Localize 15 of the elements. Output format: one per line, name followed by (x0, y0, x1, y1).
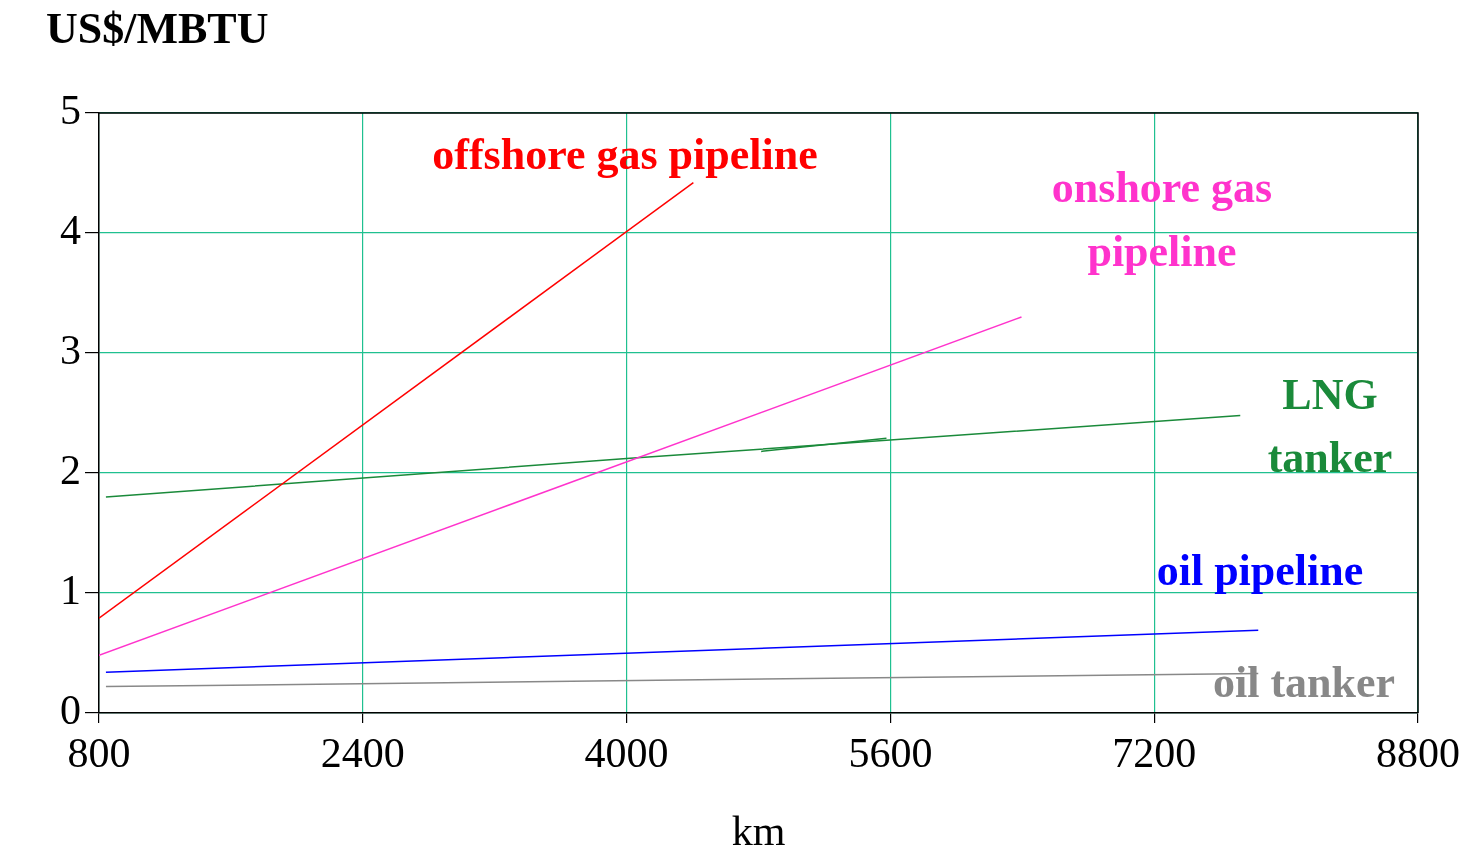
x-axis-title: km (731, 807, 786, 854)
x-tick-label: 5600 (848, 730, 933, 777)
series-label: oil tanker (1212, 658, 1396, 708)
y-tick-label: 3 (60, 327, 81, 374)
y-tick-label: 5 (60, 87, 81, 134)
x-tick-label: 2400 (320, 730, 405, 777)
series-label: oil pipeline (1156, 546, 1364, 596)
y-tick-label: 1 (60, 567, 81, 614)
series-label: LNG tanker (1267, 370, 1393, 483)
x-tick-label: 4000 (584, 730, 669, 777)
y-axis-title: US$/MBTU (46, 4, 269, 54)
y-tick-label: 2 (60, 447, 81, 494)
x-tick-label: 7200 (1112, 730, 1197, 777)
y-tick-label: 4 (60, 207, 81, 254)
x-tick-label: 8800 (1376, 730, 1460, 777)
